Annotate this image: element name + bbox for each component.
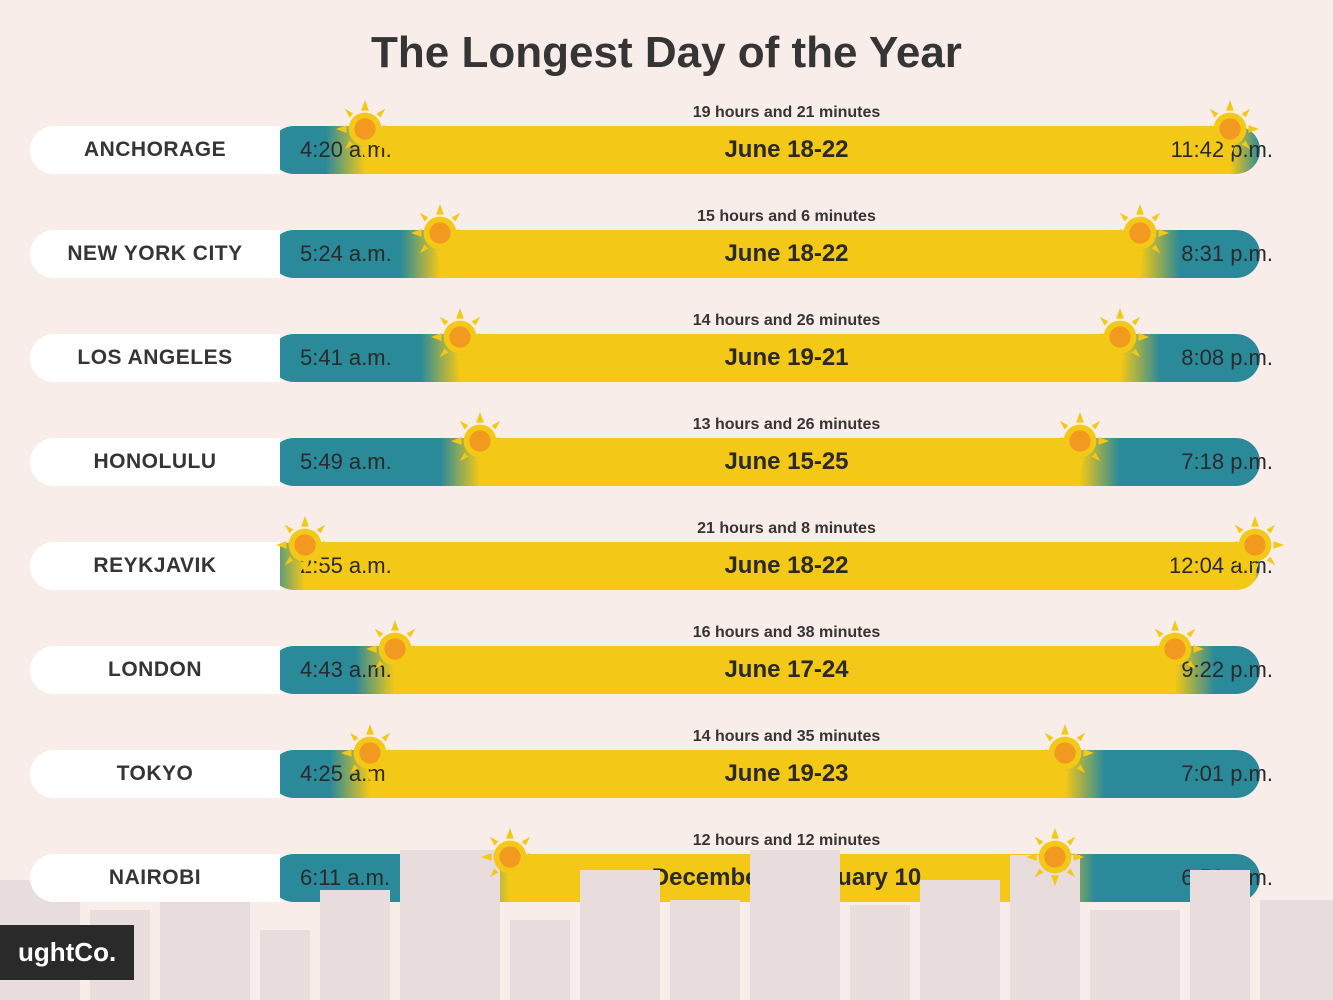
sunset-icon bbox=[1146, 620, 1204, 678]
sunset-icon bbox=[1091, 308, 1149, 366]
city-row: LONDON 16 hours and 38 minutesJune 17-24… bbox=[30, 618, 1303, 722]
bar-wrapper: 19 hours and 21 minutesJune 18-224:20 a.… bbox=[270, 126, 1303, 174]
duration-label: 13 hours and 26 minutes bbox=[693, 416, 881, 434]
city-label: TOKYO bbox=[30, 750, 280, 798]
city-row: REYKJAVIK 21 hours and 8 minutesJune 18-… bbox=[30, 514, 1303, 618]
bar-wrapper: 16 hours and 38 minutesJune 17-244:43 a.… bbox=[270, 646, 1303, 694]
sunrise-icon bbox=[431, 308, 489, 366]
duration-label: 16 hours and 38 minutes bbox=[693, 624, 881, 642]
sunset-icon bbox=[1036, 724, 1094, 782]
sunset-icon bbox=[1026, 828, 1084, 886]
duration-label: 14 hours and 35 minutes bbox=[693, 728, 881, 746]
city-label: ANCHORAGE bbox=[30, 126, 280, 174]
bar-wrapper: 15 hours and 6 minutesJune 18-225:24 a.m… bbox=[270, 230, 1303, 278]
sunrise-icon bbox=[366, 620, 424, 678]
city-label: NEW YORK CITY bbox=[30, 230, 280, 278]
sunrise-time: 5:41 a.m. bbox=[300, 334, 392, 382]
page-title: The Longest Day of the Year bbox=[0, 0, 1333, 98]
sunrise-icon bbox=[276, 516, 334, 574]
city-label: NAIROBI bbox=[30, 854, 280, 902]
bar-wrapper: 14 hours and 26 minutesJune 19-215:41 a.… bbox=[270, 334, 1303, 382]
city-row: TOKYO 14 hours and 35 minutesJune 19-234… bbox=[30, 722, 1303, 826]
city-row: ANCHORAGE 19 hours and 21 minutesJune 18… bbox=[30, 98, 1303, 202]
sunrise-icon bbox=[336, 100, 394, 158]
city-row: LOS ANGELES 14 hours and 26 minutesJune … bbox=[30, 306, 1303, 410]
city-label: REYKJAVIK bbox=[30, 542, 280, 590]
sunrise-icon bbox=[451, 412, 509, 470]
sunrise-time: 5:49 a.m. bbox=[300, 438, 392, 486]
bar-wrapper: 13 hours and 26 minutesJune 15-255:49 a.… bbox=[270, 438, 1303, 486]
brand-logo: ughtCo. bbox=[0, 925, 134, 980]
bar-wrapper: 14 hours and 35 minutesJune 19-234:25 a.… bbox=[270, 750, 1303, 798]
rows-container: ANCHORAGE 19 hours and 21 minutesJune 18… bbox=[0, 98, 1333, 930]
duration-label: 15 hours and 6 minutes bbox=[697, 208, 876, 226]
sunset-time: 8:31 p.m. bbox=[1181, 230, 1273, 278]
sunset-icon bbox=[1111, 204, 1169, 262]
city-label: HONOLULU bbox=[30, 438, 280, 486]
sunset-time: 7:18 p.m. bbox=[1181, 438, 1273, 486]
sunset-icon bbox=[1226, 516, 1284, 574]
duration-label: 14 hours and 26 minutes bbox=[693, 312, 881, 330]
date-range: June 18-22 bbox=[724, 126, 848, 174]
date-range: June 19-21 bbox=[724, 334, 848, 382]
date-range: June 18-22 bbox=[724, 230, 848, 278]
date-range: June 19-23 bbox=[724, 750, 848, 798]
sunset-icon bbox=[1201, 100, 1259, 158]
city-row: HONOLULU 13 hours and 26 minutesJune 15-… bbox=[30, 410, 1303, 514]
city-label: LONDON bbox=[30, 646, 280, 694]
date-range: June 18-22 bbox=[724, 542, 848, 590]
sunrise-icon bbox=[411, 204, 469, 262]
duration-label: 21 hours and 8 minutes bbox=[697, 520, 876, 538]
city-row: NEW YORK CITY 15 hours and 6 minutesJune… bbox=[30, 202, 1303, 306]
sunset-time: 7:01 p.m. bbox=[1181, 750, 1273, 798]
sunset-time: 8:08 p.m. bbox=[1181, 334, 1273, 382]
date-range: June 15-25 bbox=[724, 438, 848, 486]
date-range: June 17-24 bbox=[724, 646, 848, 694]
bar-wrapper: 21 hours and 8 minutesJune 18-222:55 a.m… bbox=[270, 542, 1303, 590]
sunrise-icon bbox=[481, 828, 539, 886]
sunset-icon bbox=[1051, 412, 1109, 470]
sunrise-icon bbox=[341, 724, 399, 782]
city-label: LOS ANGELES bbox=[30, 334, 280, 382]
sunrise-time: 5:24 a.m. bbox=[300, 230, 392, 278]
duration-label: 19 hours and 21 minutes bbox=[693, 104, 881, 122]
